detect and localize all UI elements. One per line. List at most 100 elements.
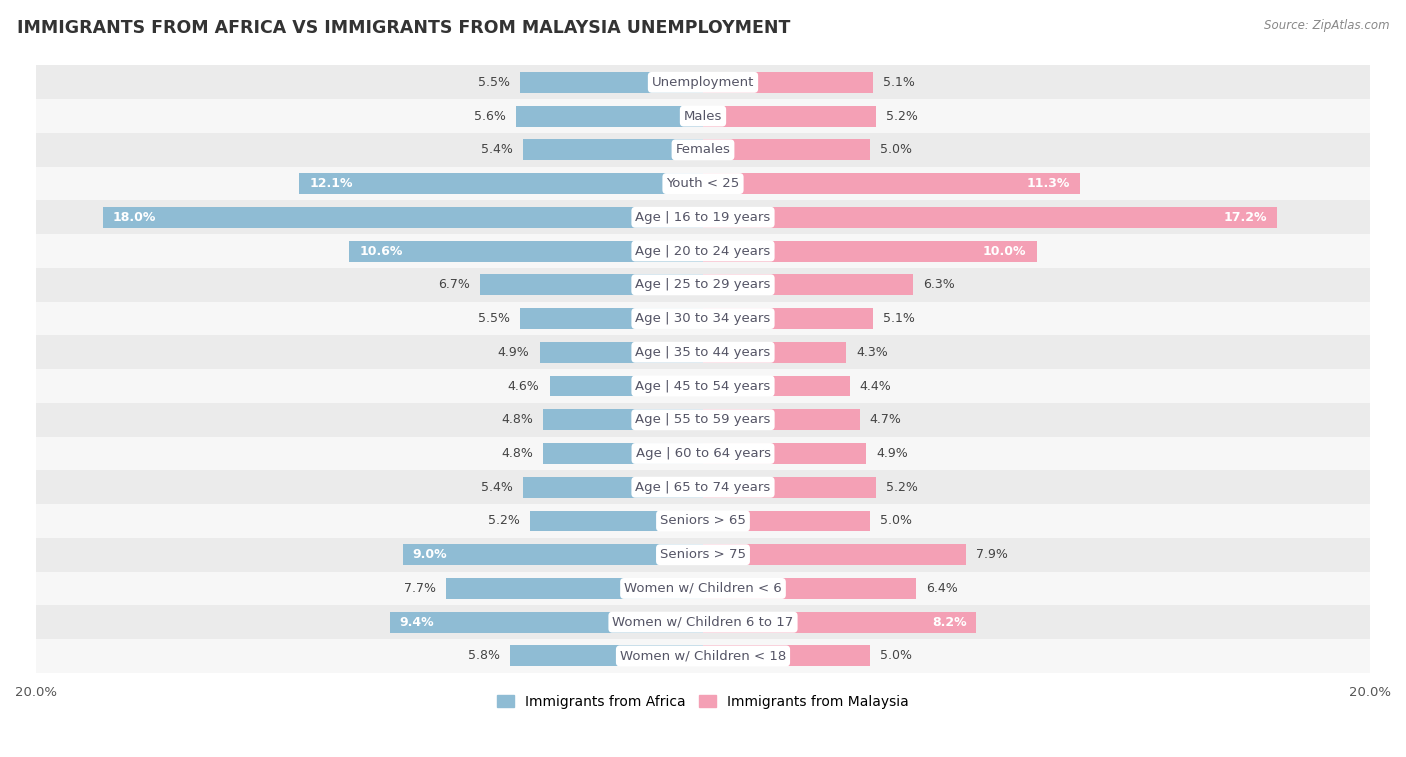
Text: 6.7%: 6.7% — [437, 279, 470, 291]
Text: 4.7%: 4.7% — [870, 413, 901, 426]
Text: 18.0%: 18.0% — [112, 210, 156, 224]
Text: Age | 16 to 19 years: Age | 16 to 19 years — [636, 210, 770, 224]
Text: 5.5%: 5.5% — [478, 312, 509, 325]
Text: 4.9%: 4.9% — [876, 447, 908, 460]
Bar — [703, 173, 1080, 194]
Text: 17.2%: 17.2% — [1223, 210, 1267, 224]
Bar — [703, 342, 846, 363]
Text: 10.6%: 10.6% — [360, 245, 404, 257]
Text: Age | 60 to 64 years: Age | 60 to 64 years — [636, 447, 770, 460]
Bar — [37, 167, 1369, 201]
Bar — [350, 241, 703, 261]
Bar — [703, 578, 917, 599]
Bar — [37, 639, 1369, 673]
Bar — [703, 274, 912, 295]
Text: Women w/ Children < 6: Women w/ Children < 6 — [624, 582, 782, 595]
Bar — [703, 510, 870, 531]
Bar — [509, 646, 703, 666]
Text: 5.8%: 5.8% — [468, 650, 499, 662]
Text: 5.2%: 5.2% — [488, 515, 520, 528]
Bar — [37, 301, 1369, 335]
Text: Females: Females — [675, 143, 731, 157]
Bar — [516, 106, 703, 126]
Text: 5.2%: 5.2% — [886, 110, 918, 123]
Text: 4.8%: 4.8% — [501, 413, 533, 426]
Bar — [37, 66, 1369, 99]
Bar — [37, 437, 1369, 470]
Text: Seniors > 75: Seniors > 75 — [659, 548, 747, 561]
Bar — [37, 99, 1369, 133]
Bar — [479, 274, 703, 295]
Bar — [523, 477, 703, 497]
Text: 5.1%: 5.1% — [883, 312, 915, 325]
Bar — [37, 606, 1369, 639]
Bar — [530, 510, 703, 531]
Bar — [543, 443, 703, 464]
Bar — [446, 578, 703, 599]
Bar — [703, 375, 849, 397]
Text: 7.7%: 7.7% — [404, 582, 436, 595]
Text: Males: Males — [683, 110, 723, 123]
Text: 5.1%: 5.1% — [883, 76, 915, 89]
Bar — [37, 335, 1369, 369]
Text: 4.6%: 4.6% — [508, 379, 540, 393]
Bar — [520, 72, 703, 93]
Bar — [550, 375, 703, 397]
Bar — [703, 207, 1277, 228]
Text: 12.1%: 12.1% — [309, 177, 353, 190]
Text: 6.4%: 6.4% — [927, 582, 959, 595]
Text: 5.4%: 5.4% — [481, 143, 513, 157]
Text: 5.0%: 5.0% — [880, 143, 911, 157]
Bar — [703, 241, 1036, 261]
Text: 4.9%: 4.9% — [498, 346, 530, 359]
Bar — [37, 234, 1369, 268]
Text: Source: ZipAtlas.com: Source: ZipAtlas.com — [1264, 19, 1389, 32]
Text: 9.4%: 9.4% — [399, 615, 434, 629]
Bar — [37, 369, 1369, 403]
Text: 8.2%: 8.2% — [932, 615, 966, 629]
Text: 5.5%: 5.5% — [478, 76, 509, 89]
Text: Age | 45 to 54 years: Age | 45 to 54 years — [636, 379, 770, 393]
Bar — [37, 504, 1369, 537]
Text: 4.3%: 4.3% — [856, 346, 889, 359]
Bar — [37, 133, 1369, 167]
Text: 5.2%: 5.2% — [886, 481, 918, 494]
Bar — [703, 308, 873, 329]
Bar — [37, 572, 1369, 606]
Bar — [37, 537, 1369, 572]
Text: 10.0%: 10.0% — [983, 245, 1026, 257]
Bar — [703, 410, 859, 430]
Bar — [703, 139, 870, 160]
Text: 5.4%: 5.4% — [481, 481, 513, 494]
Text: Age | 30 to 34 years: Age | 30 to 34 years — [636, 312, 770, 325]
Bar — [389, 612, 703, 633]
Text: 5.6%: 5.6% — [474, 110, 506, 123]
Bar — [703, 106, 876, 126]
Bar — [703, 544, 966, 565]
Bar — [523, 139, 703, 160]
Text: Women w/ Children 6 to 17: Women w/ Children 6 to 17 — [613, 615, 793, 629]
Text: 6.3%: 6.3% — [924, 279, 955, 291]
Bar — [520, 308, 703, 329]
Text: IMMIGRANTS FROM AFRICA VS IMMIGRANTS FROM MALAYSIA UNEMPLOYMENT: IMMIGRANTS FROM AFRICA VS IMMIGRANTS FRO… — [17, 19, 790, 37]
Legend: Immigrants from Africa, Immigrants from Malaysia: Immigrants from Africa, Immigrants from … — [492, 689, 914, 714]
Text: 11.3%: 11.3% — [1026, 177, 1070, 190]
Bar — [404, 544, 703, 565]
Bar — [37, 470, 1369, 504]
Bar — [540, 342, 703, 363]
Text: Age | 25 to 29 years: Age | 25 to 29 years — [636, 279, 770, 291]
Bar — [703, 443, 866, 464]
Text: Age | 55 to 59 years: Age | 55 to 59 years — [636, 413, 770, 426]
Bar — [37, 201, 1369, 234]
Text: Youth < 25: Youth < 25 — [666, 177, 740, 190]
Text: Age | 20 to 24 years: Age | 20 to 24 years — [636, 245, 770, 257]
Bar — [703, 646, 870, 666]
Bar — [543, 410, 703, 430]
Bar — [37, 268, 1369, 301]
Text: Age | 65 to 74 years: Age | 65 to 74 years — [636, 481, 770, 494]
Text: 7.9%: 7.9% — [977, 548, 1008, 561]
Bar — [703, 72, 873, 93]
Bar — [703, 477, 876, 497]
Text: Unemployment: Unemployment — [652, 76, 754, 89]
Text: Women w/ Children < 18: Women w/ Children < 18 — [620, 650, 786, 662]
